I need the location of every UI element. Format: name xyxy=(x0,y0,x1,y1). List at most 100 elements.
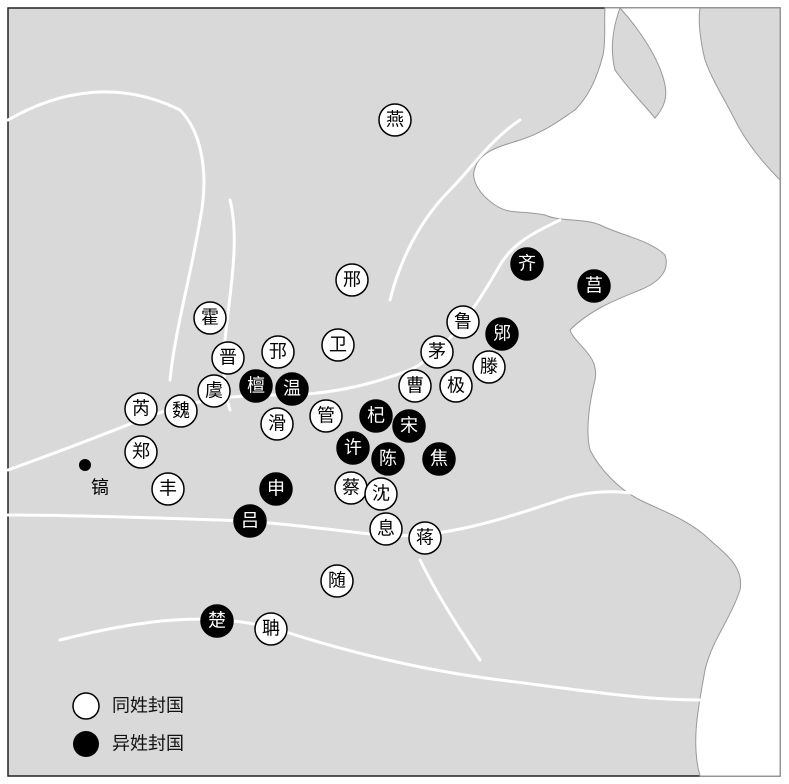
same-surname-state-marker: 鲁 xyxy=(446,305,480,339)
other-surname-state-circle xyxy=(239,369,273,403)
same-surname-state-label: 蒋 xyxy=(416,528,434,549)
same-surname-state-label: 滕 xyxy=(480,357,498,378)
same-surname-state-marker: 邢 xyxy=(335,263,369,297)
same-surname-state-circle xyxy=(261,335,295,369)
legend-same-marker xyxy=(72,692,100,720)
same-surname-state-label: 管 xyxy=(317,406,335,427)
same-surname-state-label: 晋 xyxy=(219,348,237,369)
other-surname-state-label: 申 xyxy=(267,479,285,500)
same-surname-state-circle xyxy=(254,612,288,646)
same-surname-state-label: 随 xyxy=(328,571,346,592)
same-surname-state-circle xyxy=(364,477,398,511)
other-surname-state-marker: 吕 xyxy=(233,504,267,538)
other-surname-state-marker: 楚 xyxy=(200,604,234,638)
other-surname-state-marker: 焦 xyxy=(422,442,456,476)
other-surname-state-marker: 申 xyxy=(259,472,293,506)
same-surname-state-marker: 蒋 xyxy=(408,521,442,555)
same-surname-state-marker: 曹 xyxy=(398,369,432,403)
other-surname-state-label: 焦 xyxy=(430,449,448,470)
other-surname-state-marker: 温 xyxy=(275,372,309,406)
other-surname-state-label: 杞 xyxy=(367,406,385,427)
same-surname-state-circle xyxy=(320,564,354,598)
same-surname-state-circle xyxy=(321,328,355,362)
capital-marker: 镐 xyxy=(79,459,109,499)
other-surname-state-circle xyxy=(359,399,393,433)
same-surname-state-label: 芮 xyxy=(132,399,150,420)
same-surname-state-label: 虞 xyxy=(205,381,223,402)
other-surname-state-marker: 许 xyxy=(336,431,370,465)
capital-label: 镐 xyxy=(91,478,109,499)
liaodong-peninsula xyxy=(611,7,667,119)
other-surname-state-circle xyxy=(336,431,370,465)
same-surname-state-circle xyxy=(124,435,158,469)
other-surname-state-label: 许 xyxy=(344,438,362,459)
same-surname-state-circle xyxy=(378,103,412,137)
other-surname-state-circle xyxy=(259,472,293,506)
other-surname-state-label: 楚 xyxy=(208,611,226,632)
same-surname-state-circle xyxy=(211,341,245,375)
same-surname-state-circle xyxy=(197,374,231,408)
same-surname-state-label: 邢 xyxy=(343,270,361,291)
other-surname-state-label: 吕 xyxy=(241,511,259,532)
other-surname-state-marker: 陈 xyxy=(371,442,405,476)
same-surname-state-label: 魏 xyxy=(172,401,190,422)
other-surname-state-circle xyxy=(371,442,405,476)
same-surname-state-circle xyxy=(309,399,343,433)
same-surname-state-label: 霍 xyxy=(201,308,219,329)
other-surname-state-marker: 宋 xyxy=(392,409,426,443)
legend-other-marker xyxy=(73,731,99,757)
same-surname-state-circle xyxy=(439,369,473,403)
same-surname-state-circle xyxy=(335,263,369,297)
same-surname-state-marker: 沈 xyxy=(364,477,398,511)
same-surname-state-label: 滑 xyxy=(268,414,286,435)
same-surname-state-marker: 晋 xyxy=(211,341,245,375)
same-surname-state-circle xyxy=(420,335,454,369)
same-surname-state-marker: 随 xyxy=(320,564,354,598)
legend-same-label: 同姓封国 xyxy=(112,696,184,717)
legend: 同姓封国 异姓封国 xyxy=(72,692,184,757)
other-surname-state-circle xyxy=(422,442,456,476)
other-surname-state-circle xyxy=(200,604,234,638)
other-surname-state-marker: 齐 xyxy=(510,247,544,281)
other-surname-state-circle xyxy=(577,269,611,303)
same-surname-state-circle xyxy=(398,369,432,403)
other-surname-state-circle xyxy=(485,317,519,351)
other-surname-state-circle xyxy=(275,372,309,406)
same-surname-state-marker: 滕 xyxy=(472,350,506,384)
same-surname-state-circle xyxy=(193,301,227,335)
same-surname-state-marker: 郑 xyxy=(124,435,158,469)
other-surname-state-circle xyxy=(233,504,267,538)
other-surname-state-label: 齐 xyxy=(518,254,536,275)
other-surname-state-marker: 莒 xyxy=(577,269,611,303)
same-surname-state-marker: 魏 xyxy=(164,394,198,428)
same-surname-state-marker: 卫 xyxy=(321,328,355,362)
same-surname-state-circle xyxy=(446,305,480,339)
same-surname-state-marker: 丰 xyxy=(151,472,185,506)
same-surname-state-marker: 息 xyxy=(369,512,403,546)
same-surname-state-marker: 蔡 xyxy=(334,471,368,505)
same-surname-state-label: 蔡 xyxy=(342,478,360,499)
other-surname-state-label: 檀 xyxy=(247,376,265,397)
same-surname-state-label: 沈 xyxy=(372,484,390,505)
other-surname-state-marker: 杞 xyxy=(359,399,393,433)
other-surname-state-label: 宋 xyxy=(400,416,418,437)
same-surname-state-label: 茅 xyxy=(428,342,446,363)
other-surname-state-marker: 郳 xyxy=(485,317,519,351)
same-surname-state-label: 息 xyxy=(377,519,395,540)
same-surname-states: 燕邢霍晋 邘 卫 鲁茅滕曹 极 虞芮 魏滑 管郑丰 蔡沈息 蒋随聃 xyxy=(124,103,506,646)
other-surname-state-label: 莒 xyxy=(585,276,603,297)
same-surname-state-label: 鲁 xyxy=(454,312,472,333)
same-surname-state-label: 极 xyxy=(447,376,465,397)
same-surname-state-circle xyxy=(151,472,185,506)
same-surname-state-circle xyxy=(164,394,198,428)
same-surname-state-label: 曹 xyxy=(406,376,424,397)
other-surname-state-marker: 檀 xyxy=(239,369,273,403)
korea-land xyxy=(698,7,781,182)
same-surname-state-marker: 霍 xyxy=(193,301,227,335)
same-surname-state-label: 燕 xyxy=(386,110,404,131)
same-surname-state-circle xyxy=(124,392,158,426)
same-surname-state-marker: 极 xyxy=(439,369,473,403)
